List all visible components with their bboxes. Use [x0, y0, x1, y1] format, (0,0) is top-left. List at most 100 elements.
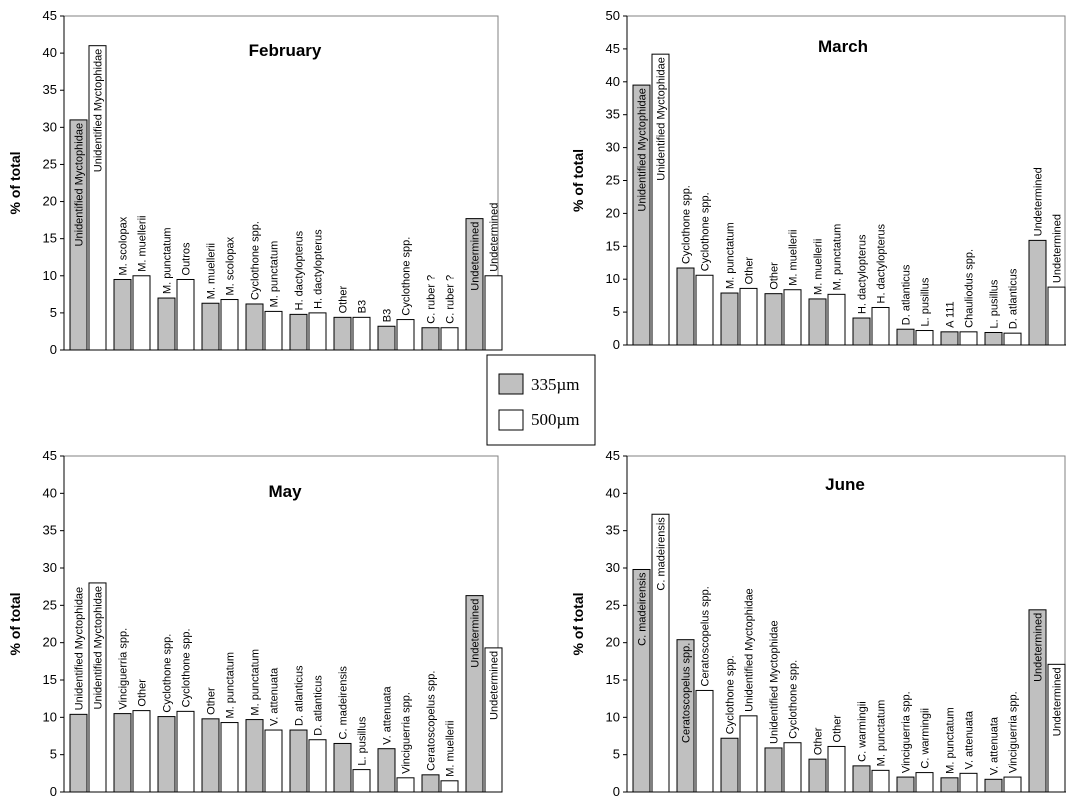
bar-335 [333, 742, 352, 793]
y-tick-label: 5 [50, 747, 57, 762]
bar-500 [871, 769, 890, 793]
bar-500 [739, 715, 758, 793]
bar-label: M. punctatum [832, 224, 844, 291]
y-tick-label: 20 [606, 205, 620, 220]
bar-label: C. warmingii [857, 701, 869, 762]
bar-label: M. punctatum [945, 707, 957, 774]
bar-500 [176, 278, 195, 351]
y-tick-label: 15 [43, 672, 57, 687]
bar-label: M. punctatum [269, 241, 281, 308]
bar-label: C. warmingii [920, 708, 932, 769]
bar-label: Other [832, 715, 844, 743]
bar-335 [984, 778, 1003, 793]
y-tick-label: 15 [606, 238, 620, 253]
bar-500 [651, 513, 670, 793]
bar-label: Other [769, 262, 781, 290]
y-axis-label: % of total [570, 149, 586, 212]
bar-label: H. dactylopterus [313, 229, 325, 309]
bar-label: M. scolopax [118, 216, 130, 275]
bar-500 [783, 742, 802, 793]
y-tick-label: 5 [613, 304, 620, 319]
chart-title: May [268, 482, 302, 501]
bar-335 [676, 639, 695, 793]
bar-label: M. punctatum [225, 652, 237, 719]
bar-500 [132, 710, 151, 793]
bar-label: L. pusillus [357, 716, 369, 765]
y-tick-label: 35 [43, 523, 57, 538]
bar-500 [915, 330, 934, 346]
bar-335 [465, 218, 484, 351]
bar-335 [421, 327, 440, 351]
bar-label: Cyclothone spp. [181, 628, 193, 707]
bar-335 [465, 595, 484, 793]
bar-335 [808, 298, 827, 346]
bar-label: Cyclothone spp. [681, 185, 693, 264]
bar-335 [852, 317, 871, 346]
bar-335 [69, 713, 88, 793]
y-tick-label: 5 [613, 747, 620, 762]
bar-label: Undetermined [1033, 613, 1045, 682]
bar-335 [157, 297, 176, 351]
y-tick-label: 0 [50, 342, 57, 357]
bar-500 [88, 45, 107, 351]
legend-swatch-500 [498, 409, 524, 431]
bar-335 [940, 777, 959, 793]
bar-500 [440, 780, 459, 793]
chart-panel-may: 0 5 10 15 20 25 30 35 40 45 % of total May Unidentif… [7, 448, 503, 798]
bar-label: C. madeirensis [637, 572, 649, 646]
bar-label: M. muellerii [813, 239, 825, 295]
legend: 335µm 500µm [486, 354, 596, 446]
bar-335 [764, 747, 783, 793]
bar-500 [827, 745, 846, 793]
bar-label: D. atlanticus [294, 665, 306, 726]
bar-label: L. pusillus [989, 279, 1001, 328]
bar-label: V. attenuata [964, 710, 976, 769]
bar-label: Undetermined [1033, 167, 1045, 236]
bar-500 [739, 287, 758, 346]
bar-label: Cyclothone spp. [725, 655, 737, 734]
bar-label: Other [338, 285, 350, 313]
bar-label: V. attenuata [382, 685, 394, 744]
bar-335 [720, 292, 739, 346]
y-tick-label: 45 [43, 8, 57, 23]
bar-335 [245, 303, 264, 351]
legend-label-335: 335µm [531, 375, 580, 394]
y-tick-label: 45 [606, 448, 620, 463]
bar-label: H. dactylopterus [294, 230, 306, 310]
y-tick-label: 25 [606, 597, 620, 612]
bar-label: Unidentified Myctophidae [656, 57, 668, 181]
bar-label: M. muellerii [137, 216, 149, 272]
bar-335 [1028, 609, 1047, 793]
y-tick-label: 10 [606, 271, 620, 286]
bar-label: A 111 [945, 301, 957, 328]
bar-label: Ceratoscopelus spp. [426, 671, 438, 771]
bar-label: C. ruber ? [426, 275, 438, 324]
bar-335 [808, 758, 827, 793]
bar-335 [289, 313, 308, 351]
bar-label: M. punctatum [250, 649, 262, 716]
y-tick-label: 15 [606, 672, 620, 687]
bar-label: Undetermined [489, 651, 501, 720]
bar-500 [220, 299, 239, 351]
y-tick-label: 40 [606, 485, 620, 500]
bar-label: Undetermined [470, 222, 482, 291]
y-tick-label: 0 [50, 784, 57, 798]
y-axis-label: % of total [7, 593, 23, 656]
y-tick-label: 20 [606, 635, 620, 650]
bar-label: M. punctatum [876, 700, 888, 767]
y-tick-label: 10 [606, 709, 620, 724]
bar-335 [289, 729, 308, 793]
chart-panel-march: 0 5 10 15 20 25 30 35 40 45 50 % of total March Unide… [570, 8, 1066, 352]
bar-500 [308, 739, 327, 793]
bar-500 [484, 647, 503, 793]
bar-500 [695, 274, 714, 346]
bar-label: Vinciguerria spp. [901, 691, 913, 773]
y-tick-label: 25 [43, 597, 57, 612]
y-tick-label: 20 [43, 194, 57, 209]
chart-title: March [818, 37, 868, 56]
bar-335 [852, 765, 871, 793]
legend-swatch-335 [498, 373, 524, 395]
y-tick-label: 50 [606, 8, 620, 23]
bar-335 [157, 716, 176, 793]
bar-label: M. punctatum [162, 227, 174, 294]
